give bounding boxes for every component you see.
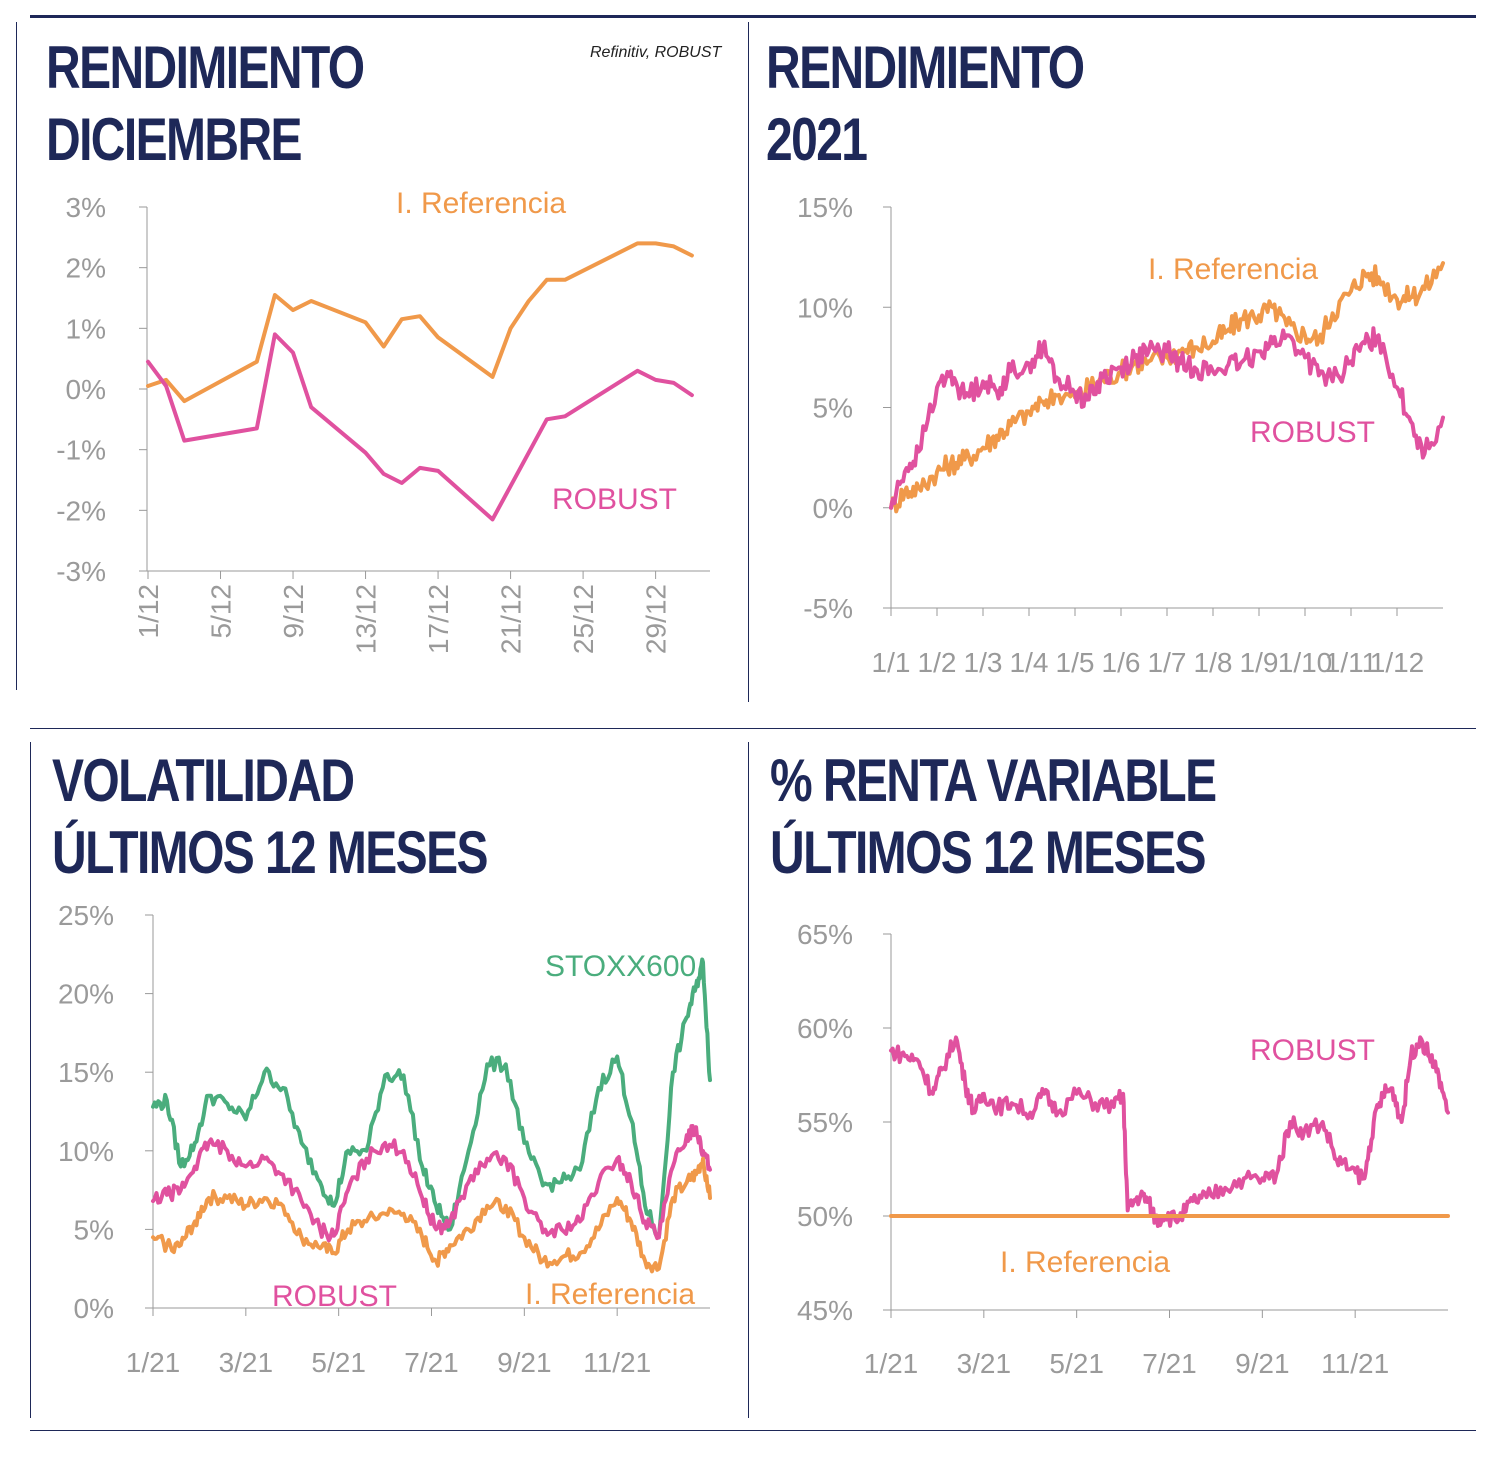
y-tick-label: 20% bbox=[58, 979, 114, 1010]
y-tick-label: -3% bbox=[56, 556, 106, 587]
y-tick-label: 0% bbox=[66, 374, 106, 405]
x-tick-label: 3/21 bbox=[219, 1347, 274, 1378]
y-tick-label: 15% bbox=[797, 192, 853, 223]
x-tick-label: 1/5 bbox=[1056, 647, 1095, 678]
x-tick-label: 1/12 bbox=[133, 584, 164, 639]
series-line-stoxx600 bbox=[151, 957, 712, 1240]
series-label-i-referencia: I. Referencia bbox=[1000, 1246, 1170, 1279]
y-tick-label: 65% bbox=[797, 919, 853, 950]
x-tick-label: 1/1 bbox=[872, 647, 911, 678]
panel-title-2021: RENDIMIENTO 2021 bbox=[766, 32, 1085, 176]
x-tick-label: 5/12 bbox=[206, 584, 237, 639]
top-rule bbox=[30, 15, 1476, 18]
source-note: Refinitiv, ROBUST bbox=[590, 44, 722, 61]
y-tick-label: 5% bbox=[74, 1214, 114, 1245]
y-tick-label: 1% bbox=[66, 313, 106, 344]
title-line-1: VOLATILIDAD bbox=[52, 747, 355, 814]
y-tick-label: -2% bbox=[56, 495, 106, 526]
title-line-1: RENDIMIENTO bbox=[766, 34, 1085, 101]
center-divider-top bbox=[748, 22, 749, 702]
y-tick-label: 5% bbox=[813, 393, 853, 424]
y-tick-label: -1% bbox=[56, 435, 106, 466]
left-border-bottom bbox=[30, 742, 31, 1418]
x-tick-label: 1/11 bbox=[1325, 647, 1377, 678]
series-label-robust: ROBUST bbox=[272, 1280, 397, 1313]
y-tick-label: -5% bbox=[803, 593, 853, 624]
x-tick-label: 29/12 bbox=[641, 584, 672, 654]
series-line-i-referencia bbox=[889, 261, 1445, 514]
x-tick-label: 1/9 bbox=[1240, 647, 1279, 678]
title-line-1: RENDIMIENTO bbox=[46, 34, 365, 101]
y-tick-label: 0% bbox=[813, 493, 853, 524]
series-line-i-referencia bbox=[146, 241, 694, 404]
x-tick-label: 9/21 bbox=[497, 1347, 552, 1378]
x-tick-label: 7/21 bbox=[404, 1347, 459, 1378]
y-tick-label: 10% bbox=[58, 1136, 114, 1167]
x-tick-label: 9/21 bbox=[1235, 1348, 1290, 1379]
bottom-rule bbox=[30, 1430, 1476, 1431]
x-tick-label: 1/10 bbox=[1278, 647, 1333, 678]
x-tick-label: 1/21 bbox=[864, 1348, 919, 1379]
series-label-robust: ROBUST bbox=[1250, 1034, 1375, 1067]
y-tick-label: 50% bbox=[797, 1201, 853, 1232]
y-tick-label: 15% bbox=[58, 1057, 114, 1088]
title-line-2: ÚLTIMOS 12 MESES bbox=[52, 819, 489, 886]
x-tick-label: 1/21 bbox=[126, 1347, 181, 1378]
panel-title-volatilidad: VOLATILIDAD ÚLTIMOS 12 MESES bbox=[52, 745, 489, 889]
title-line-2: ÚLTIMOS 12 MESES bbox=[770, 819, 1207, 886]
x-tick-label: 5/21 bbox=[1049, 1348, 1104, 1379]
x-tick-label: 1/2 bbox=[918, 647, 957, 678]
series-label-robust: ROBUST bbox=[552, 483, 677, 516]
x-tick-label: 25/12 bbox=[568, 584, 599, 654]
x-tick-label: 5/21 bbox=[311, 1347, 366, 1378]
center-divider-bottom bbox=[748, 742, 749, 1418]
x-tick-label: 1/12 bbox=[1370, 647, 1425, 678]
x-tick-label: 17/12 bbox=[423, 584, 454, 654]
y-tick-label: 2% bbox=[66, 253, 106, 284]
x-tick-label: 1/8 bbox=[1194, 647, 1233, 678]
x-tick-label: 1/3 bbox=[964, 647, 1003, 678]
x-tick-label: 9/12 bbox=[278, 584, 309, 639]
x-tick-label: 11/21 bbox=[583, 1347, 651, 1378]
y-tick-label: 60% bbox=[797, 1013, 853, 1044]
x-tick-label: 13/12 bbox=[351, 584, 382, 654]
series-label-i-referencia: I. Referencia bbox=[1148, 253, 1318, 286]
x-tick-label: 1/6 bbox=[1102, 647, 1141, 678]
middle-rule bbox=[30, 728, 1476, 729]
series-label-stoxx600: STOXX600 bbox=[545, 950, 696, 983]
title-line-2: DICIEMBRE bbox=[46, 106, 303, 173]
y-tick-label: 10% bbox=[797, 292, 853, 323]
series-label-i-referencia: I. Referencia bbox=[525, 1278, 695, 1311]
y-tick-label: 25% bbox=[58, 900, 114, 931]
x-tick-label: 1/7 bbox=[1148, 647, 1187, 678]
x-tick-label: 3/21 bbox=[957, 1348, 1012, 1379]
x-tick-label: 7/21 bbox=[1142, 1348, 1197, 1379]
title-line-2: 2021 bbox=[766, 106, 868, 173]
left-border-top bbox=[16, 22, 17, 690]
y-tick-label: 0% bbox=[74, 1293, 114, 1324]
panel-title-renta-variable: % RENTA VARIABLE ÚLTIMOS 12 MESES bbox=[770, 745, 1217, 889]
x-tick-label: 11/21 bbox=[1321, 1348, 1389, 1379]
x-tick-label: 21/12 bbox=[496, 584, 527, 654]
series-line-i-referencia bbox=[151, 1156, 712, 1274]
series-label-robust: ROBUST bbox=[1250, 416, 1375, 449]
title-line-1: % RENTA VARIABLE bbox=[770, 747, 1217, 814]
y-tick-label: 45% bbox=[797, 1295, 853, 1326]
x-tick-label: 1/4 bbox=[1010, 647, 1049, 678]
series-label-i-referencia: I. Referencia bbox=[396, 187, 566, 220]
series-line-robust bbox=[151, 1124, 712, 1243]
y-tick-label: 3% bbox=[66, 192, 106, 223]
y-tick-label: 55% bbox=[797, 1107, 853, 1138]
panel-title-diciembre: RENDIMIENTO DICIEMBRE bbox=[46, 32, 365, 176]
series-line-robust bbox=[889, 326, 1445, 510]
series-line-robust bbox=[146, 332, 694, 522]
